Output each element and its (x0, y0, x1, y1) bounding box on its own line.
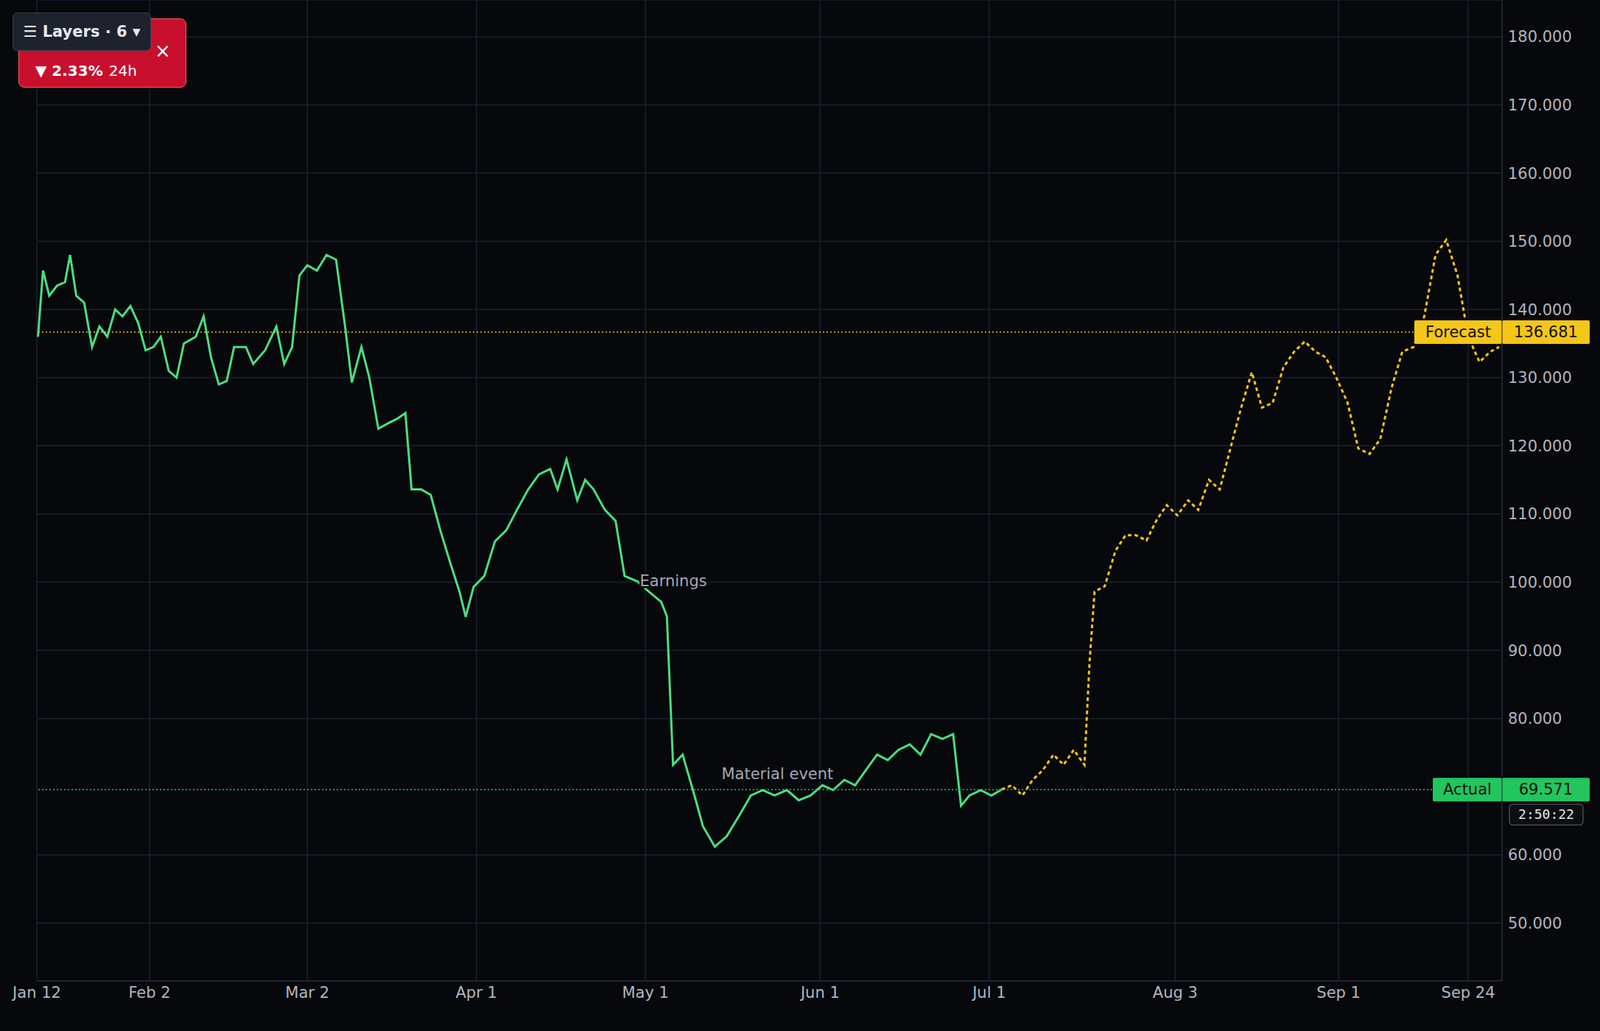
svg-text:2:50:22: 2:50:22 (1518, 806, 1575, 823)
svg-text:Material event: Material event (721, 765, 834, 784)
svg-text:Jan 12: Jan 12 (11, 984, 62, 1002)
svg-text:120.000: 120.000 (1507, 437, 1573, 456)
svg-text:90.000: 90.000 (1507, 642, 1562, 661)
svg-text:Jun 1: Jun 1 (799, 984, 840, 1002)
svg-text:May 1: May 1 (621, 984, 669, 1002)
svg-text:130.000: 130.000 (1507, 369, 1573, 387)
svg-text:170.000: 170.000 (1507, 96, 1573, 115)
svg-text:80.000: 80.000 (1507, 710, 1562, 728)
svg-text:Sep 24: Sep 24 (1441, 984, 1496, 1002)
html-text:▼ 2.33% 24h: ▼ 2.33% 24h (35, 61, 137, 80)
svg-text:150.000: 150.000 (1507, 232, 1573, 251)
svg-text:Jul 1: Jul 1 (970, 984, 1006, 1002)
svg-text:50.000: 50.000 (1507, 914, 1562, 933)
html-text:☰ Layers · 6 ▾: ☰ Layers · 6 ▾ (23, 22, 141, 41)
svg-text:60.000: 60.000 (1507, 846, 1562, 865)
svg-text:Sep 1: Sep 1 (1316, 984, 1361, 1002)
svg-text:Mar 2: Mar 2 (285, 984, 330, 1002)
svg-text:160.000: 160.000 (1507, 165, 1573, 183)
svg-text:Aug 3: Aug 3 (1152, 984, 1198, 1002)
svg-text:Earnings: Earnings (640, 572, 708, 591)
svg-text:69.571: 69.571 (1518, 780, 1573, 799)
svg-text:136.681: 136.681 (1513, 323, 1578, 342)
svg-text:Forecast: Forecast (1425, 323, 1491, 342)
svg-text:Actual: Actual (1443, 780, 1492, 799)
svg-text:Apr 1: Apr 1 (455, 984, 498, 1002)
svg-text:100.000: 100.000 (1507, 573, 1573, 592)
svg-text:110.000: 110.000 (1507, 505, 1573, 524)
svg-text:140.000: 140.000 (1507, 301, 1573, 319)
svg-text:180.000: 180.000 (1507, 27, 1573, 46)
svg-text:Feb 2: Feb 2 (128, 984, 171, 1002)
